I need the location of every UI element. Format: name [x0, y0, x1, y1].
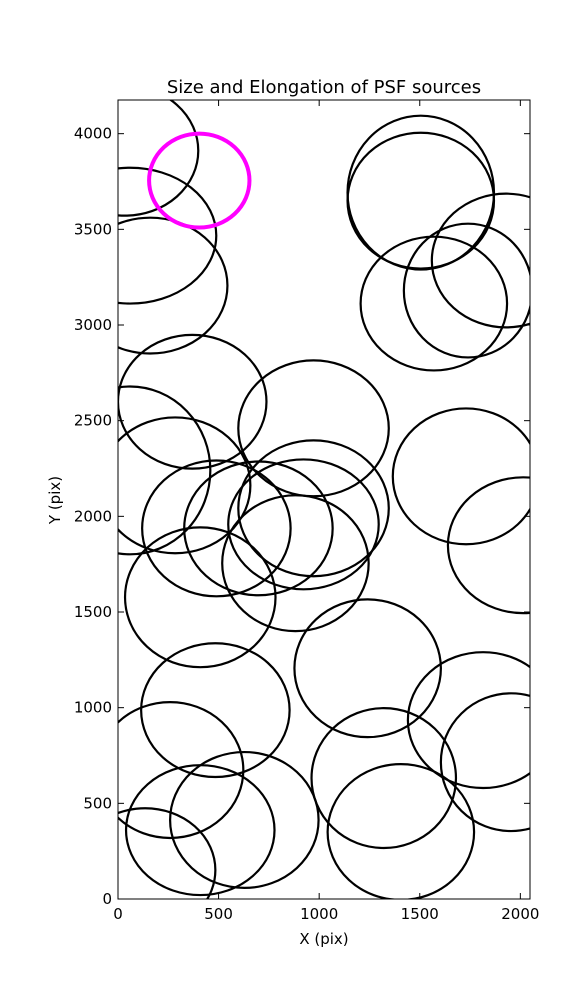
psf-ellipse: [118, 166, 218, 305]
psf-ellipse: [310, 707, 458, 850]
psf-ellipse: [221, 494, 370, 633]
psf-ellipse: [118, 416, 252, 555]
axes-frame: [117, 99, 531, 900]
psf-ellipse: [118, 216, 229, 355]
y-tick-label: 1500: [74, 603, 112, 621]
psf-ellipse: [118, 333, 268, 470]
psf-ellipse: [118, 385, 212, 556]
y-tick-label: 4000: [74, 125, 112, 143]
x-tick-label: 2000: [501, 905, 539, 923]
psf-ellipse: [439, 692, 530, 833]
y-tick-label: 2500: [74, 412, 112, 430]
y-tick-label: 3500: [74, 220, 112, 238]
psf-ellipse: [237, 439, 390, 578]
psf-ellipse: [326, 763, 476, 899]
x-tick-label: 1000: [300, 905, 338, 923]
psf-ellipse: [140, 642, 291, 779]
psf-ellipse: [118, 807, 217, 899]
psf-ellipse: [430, 192, 530, 329]
psf-ellipse: [118, 100, 200, 217]
y-tick-label: 2000: [74, 507, 112, 525]
psf-ellipse: [406, 651, 530, 790]
chart-title: Size and Elongation of PSF sources: [167, 77, 481, 98]
y-tick-label: 500: [83, 794, 112, 812]
psf-ellipse: [293, 598, 442, 739]
plot-area: [118, 100, 530, 899]
x-tick-label: 1500: [401, 905, 439, 923]
x-axis-label: X (pix): [299, 930, 348, 948]
x-tick-label: 500: [204, 905, 233, 923]
psf-ellipse: [141, 459, 292, 598]
x-tick-label: 0: [113, 905, 123, 923]
psf-ellipse: [402, 222, 530, 359]
psf-ellipse: [346, 131, 496, 270]
psf-ellipse: [446, 476, 530, 615]
psf-ellipse: [147, 131, 252, 230]
psf-ellipse: [123, 526, 277, 669]
y-axis-label: Y (pix): [46, 476, 64, 525]
psf-ellipse: [391, 407, 530, 546]
y-tick-label: 0: [102, 890, 112, 908]
psf-ellipse: [359, 235, 509, 372]
y-tick-label: 1000: [74, 699, 112, 717]
y-tick-label: 3000: [74, 316, 112, 334]
psf-ellipse: [227, 458, 380, 591]
psf-ellipse: [118, 701, 245, 840]
psf-ellipse: [169, 750, 320, 890]
